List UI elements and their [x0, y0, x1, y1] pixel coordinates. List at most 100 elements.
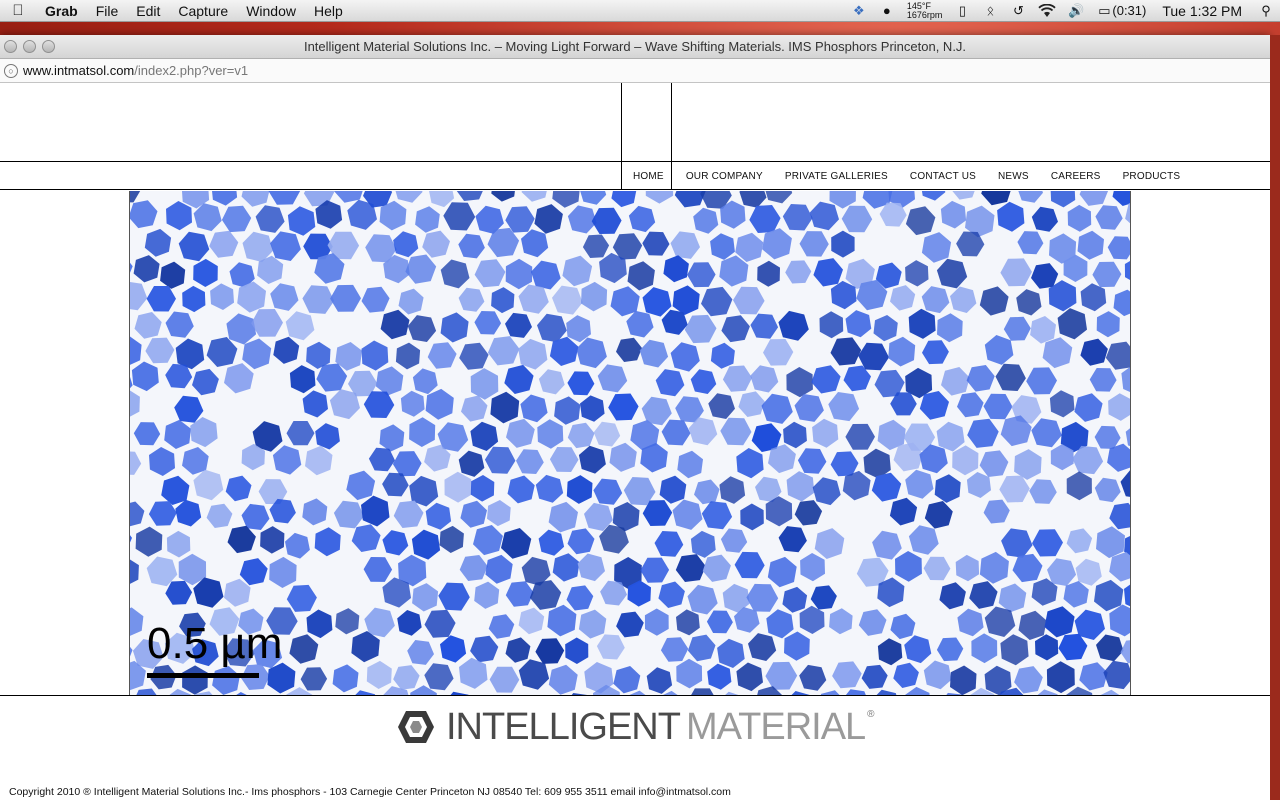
crystal-hexagon — [144, 228, 172, 257]
nav-private-galleries[interactable]: PRIVATE GALLERIES — [784, 171, 888, 182]
battery-time: (0:31) — [1112, 3, 1147, 18]
close-button[interactable] — [4, 40, 17, 53]
nav-products[interactable]: PRODUCTS — [1122, 171, 1181, 182]
crystal-hexagon — [351, 524, 381, 552]
crystal-hexagon — [160, 261, 186, 289]
crystal-hexagon — [363, 391, 395, 418]
crystal-hexagon — [950, 665, 977, 695]
crystal-hexagon — [223, 638, 255, 667]
crystal-hexagon — [315, 423, 340, 450]
crystal-hexagon — [554, 396, 581, 425]
battery-status[interactable]: ▭ (0:31) — [1090, 3, 1152, 18]
crystal-hexagon — [161, 475, 190, 505]
address-bar[interactable]: ○ www.intmatsol.com/index2.php?ver=v1 — [0, 59, 1270, 83]
minimize-button[interactable] — [23, 40, 36, 53]
crystal-hexagon — [361, 286, 390, 313]
record-icon[interactable]: ● — [882, 2, 891, 18]
crystal-hexagon — [646, 667, 673, 694]
crystal-hexagon — [676, 658, 703, 689]
crystal-hexagon — [661, 419, 691, 446]
crystal-hexagon — [937, 313, 963, 343]
crystal-hexagon — [580, 191, 607, 205]
crystal-hexagon — [209, 230, 239, 258]
crystal-hexagon — [967, 418, 999, 448]
bluetooth-icon[interactable]: ᛟ — [986, 2, 995, 18]
crystal-hexagon — [182, 447, 209, 475]
crystal-hexagon — [473, 525, 503, 556]
crystal-hexagon — [135, 526, 163, 557]
crystal-hexagon — [130, 607, 144, 636]
menu-help[interactable]: Help — [313, 2, 343, 19]
crystal-hexagon — [267, 662, 296, 694]
crystal-hexagon — [888, 336, 916, 367]
company-logo[interactable]: INTELLIGENT MATERIAL ® — [396, 706, 875, 748]
crystal-hexagon — [443, 202, 476, 231]
crystal-hexagon — [1120, 640, 1130, 664]
wifi-icon[interactable] — [1032, 3, 1062, 18]
crystal-hexagon — [130, 200, 158, 229]
crystal-hexagon — [856, 279, 888, 311]
crystal-hexagon — [130, 559, 139, 584]
menu-capture[interactable]: Capture — [178, 2, 229, 19]
header-divider-left — [621, 83, 622, 190]
menu-window[interactable]: Window — [246, 2, 296, 19]
crystal-hexagon — [567, 371, 595, 396]
crystal-hexagon — [863, 448, 891, 479]
crystal-hexagon — [755, 476, 782, 503]
crystal-hexagon — [998, 583, 1027, 613]
dropbox-icon[interactable]: ❖ — [853, 2, 865, 18]
nav-careers[interactable]: CAREERS — [1050, 171, 1101, 182]
crystal-hexagon — [690, 369, 717, 394]
menu-edit[interactable]: Edit — [136, 2, 161, 19]
temperature-readout[interactable]: 145°F 1676rpm — [901, 1, 949, 20]
window-titlebar[interactable]: Intelligent Material Solutions Inc. – Mo… — [0, 35, 1270, 59]
menu-app-name[interactable]: Grab — [45, 2, 78, 19]
nav-news[interactable]: NEWS — [998, 171, 1029, 182]
nav-home[interactable]: HOME — [633, 171, 664, 182]
crystal-hexagon — [1108, 393, 1130, 421]
crystal-hexagon — [576, 337, 607, 369]
crystal-hexagon — [300, 667, 328, 691]
crystal-hexagon — [599, 524, 629, 554]
spotlight-search-icon[interactable]: ⚲ — [1261, 2, 1271, 18]
crystal-hexagon — [871, 472, 902, 502]
crystal-hexagon — [720, 200, 746, 229]
crystal-hexagon — [351, 631, 380, 663]
zoom-button[interactable] — [42, 40, 55, 53]
crystal-hexagon — [438, 582, 470, 611]
crystal-hexagon — [971, 633, 998, 664]
crystal-hexagon — [952, 191, 975, 200]
apple-icon[interactable]:  — [0, 2, 36, 19]
crystal-hexagon — [398, 288, 424, 315]
nav-contact-us[interactable]: CONTACT US — [909, 171, 976, 182]
crystal-hexagon — [611, 191, 637, 208]
crystal-hexagon — [1124, 261, 1130, 280]
crystal-hexagon — [165, 363, 193, 389]
site-header: HOME OUR COMPANY PRIVATE GALLERIES CONTA… — [0, 83, 1270, 190]
crystal-hexagon — [799, 231, 829, 257]
crystal-hexagon — [314, 527, 341, 557]
crystal-hexagon — [725, 691, 739, 695]
crystal-hexagon — [782, 204, 813, 231]
menu-file[interactable]: File — [95, 2, 119, 19]
crystal-hexagon — [629, 690, 646, 695]
crystal-hexagon — [593, 684, 620, 695]
crystal-hexagon — [516, 449, 544, 474]
crystal-hexagon — [209, 607, 240, 636]
device-icon[interactable]: ▯ — [958, 2, 966, 18]
scale-bar — [147, 673, 259, 678]
crystal-hexagon — [1113, 289, 1130, 317]
crystal-hexagon — [999, 475, 1030, 503]
crystal-hexagon — [969, 581, 998, 609]
time-machine-icon[interactable]: ↺ — [1012, 2, 1024, 18]
crystal-hexagon — [1031, 263, 1059, 289]
menu-clock[interactable]: Tue 1:32 PM — [1162, 2, 1242, 19]
nav-our-company[interactable]: OUR COMPANY — [685, 171, 763, 182]
crystal-hexagon — [332, 664, 359, 693]
crystal-hexagon — [166, 201, 192, 231]
volume-icon[interactable]: 🔊 — [1068, 2, 1085, 18]
crystal-hexagon — [923, 660, 952, 690]
window-controls — [4, 40, 55, 53]
crystal-hexagon — [241, 191, 270, 207]
crystal-hexagon — [1074, 609, 1105, 640]
